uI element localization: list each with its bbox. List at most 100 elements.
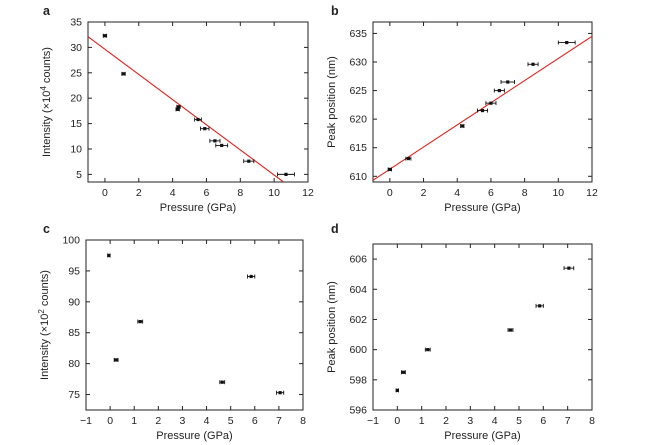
data-point xyxy=(277,172,295,177)
y-axis-title: Intensity (×102 counts) xyxy=(37,270,51,380)
point-marker xyxy=(220,143,224,148)
data-point xyxy=(557,40,576,45)
x-tick-label: 1 xyxy=(419,415,425,427)
x-tick-label: 2 xyxy=(155,415,161,427)
panel-letter: b xyxy=(331,4,339,18)
x-tick-label: 7 xyxy=(565,415,571,427)
point-marker xyxy=(506,80,510,84)
data-point xyxy=(121,71,126,76)
point-marker xyxy=(567,266,571,270)
y-axis-title-main: Peak position (nm) xyxy=(326,281,338,373)
y-axis-title-suffix: counts) xyxy=(39,270,51,309)
y-tick-label: 15 xyxy=(70,118,82,130)
y-tick-label: 90 xyxy=(68,296,80,308)
data-point xyxy=(476,108,489,113)
chart-panel-c: c −1 0 1 2 3 4 5 6 7 8 75 80 85 90 95 100 Pressure (GPa) I… xyxy=(37,222,306,442)
point-marker xyxy=(480,108,485,113)
y-axis-title-main: Peak position (nm) xyxy=(326,56,338,148)
data-point xyxy=(215,143,229,148)
x-tick-label: 8 xyxy=(589,415,595,427)
x-tick-label: 1 xyxy=(131,415,137,427)
fit-line xyxy=(373,35,592,181)
y-tick-label: 630 xyxy=(349,57,367,69)
x-tick-label: 6 xyxy=(204,187,210,199)
point-marker xyxy=(401,370,406,374)
data-point xyxy=(424,347,431,352)
chart-panel-d: d −1 0 1 2 3 4 5 6 7 8 596 598 600 602 604 606 Pressure (… xyxy=(326,222,595,442)
data-point xyxy=(460,124,465,128)
x-tick-label: 8 xyxy=(237,187,243,199)
data-point xyxy=(276,390,285,395)
x-tick-label: 8 xyxy=(522,187,528,199)
point-marker xyxy=(460,124,464,128)
data-point xyxy=(209,138,221,143)
x-axis-title: Pressure (GPa) xyxy=(156,430,232,442)
y-tick-label: 610 xyxy=(349,171,367,183)
data-point xyxy=(485,101,497,106)
point-marker xyxy=(103,34,107,38)
y-tick-label: 635 xyxy=(349,28,367,40)
y-tick-label: 606 xyxy=(349,254,367,266)
data-point xyxy=(176,104,181,109)
x-tick-label: 0 xyxy=(387,187,393,199)
data-point xyxy=(401,370,406,375)
point-marker xyxy=(114,358,118,362)
point-marker xyxy=(489,101,493,105)
x-tick-label: 10 xyxy=(268,187,280,199)
y-tick-label: 95 xyxy=(68,265,80,277)
x-tick-label: 4 xyxy=(204,415,210,427)
data-point xyxy=(563,266,575,271)
point-marker xyxy=(249,274,253,279)
plot-frame xyxy=(372,243,593,411)
data-point xyxy=(137,319,144,324)
x-tick-label: 4 xyxy=(492,415,498,427)
y-tick-label: 10 xyxy=(70,143,82,155)
data-point xyxy=(493,88,505,93)
y-tick-label: 596 xyxy=(349,405,367,417)
point-marker xyxy=(247,159,251,163)
x-tick-label: 7 xyxy=(276,415,282,427)
data-point xyxy=(107,253,111,258)
y-tick-label: 30 xyxy=(70,42,82,54)
plot-frame xyxy=(87,21,309,183)
x-tick-label: −1 xyxy=(367,415,379,427)
x-tick-label: 2 xyxy=(136,187,142,199)
data-point xyxy=(219,380,226,385)
y-axis-title-exponent: 2 xyxy=(37,309,46,314)
y-tick-label: 35 xyxy=(70,17,82,29)
x-tick-label: 0 xyxy=(394,415,400,427)
point-marker xyxy=(406,156,410,161)
x-tick-label: 2 xyxy=(443,415,449,427)
x-tick-label: 6 xyxy=(488,187,494,199)
plot-frame xyxy=(372,21,593,183)
data-point xyxy=(194,117,202,122)
y-tick-label: 75 xyxy=(68,389,80,401)
x-tick-label: −1 xyxy=(80,415,92,427)
data-point xyxy=(113,357,119,362)
x-axis-title: Pressure (GPa) xyxy=(444,430,520,442)
data-point xyxy=(243,159,255,164)
point-marker xyxy=(196,117,200,122)
panel-letter: a xyxy=(43,4,51,18)
point-marker xyxy=(176,105,181,109)
data-point xyxy=(247,274,256,279)
x-tick-label: 12 xyxy=(302,187,314,199)
point-marker xyxy=(538,304,542,308)
y-axis-title-main: Intensity (×10 xyxy=(39,314,51,380)
point-marker xyxy=(107,253,111,258)
point-marker xyxy=(121,72,126,76)
x-tick-label: 3 xyxy=(467,415,473,427)
y-tick-label: 80 xyxy=(68,358,80,370)
x-tick-label: 12 xyxy=(586,187,598,199)
x-tick-label: 8 xyxy=(300,415,306,427)
fit-line xyxy=(88,36,284,182)
x-tick-label: 4 xyxy=(170,187,176,199)
point-marker xyxy=(508,328,513,332)
y-tick-label: 604 xyxy=(349,284,367,296)
point-marker xyxy=(388,167,392,172)
y-tick-label: 598 xyxy=(349,374,367,386)
data-point xyxy=(535,303,544,308)
data-point xyxy=(102,33,108,38)
data-point xyxy=(387,167,392,172)
y-axis-title: Peak position (nm) xyxy=(326,56,338,148)
